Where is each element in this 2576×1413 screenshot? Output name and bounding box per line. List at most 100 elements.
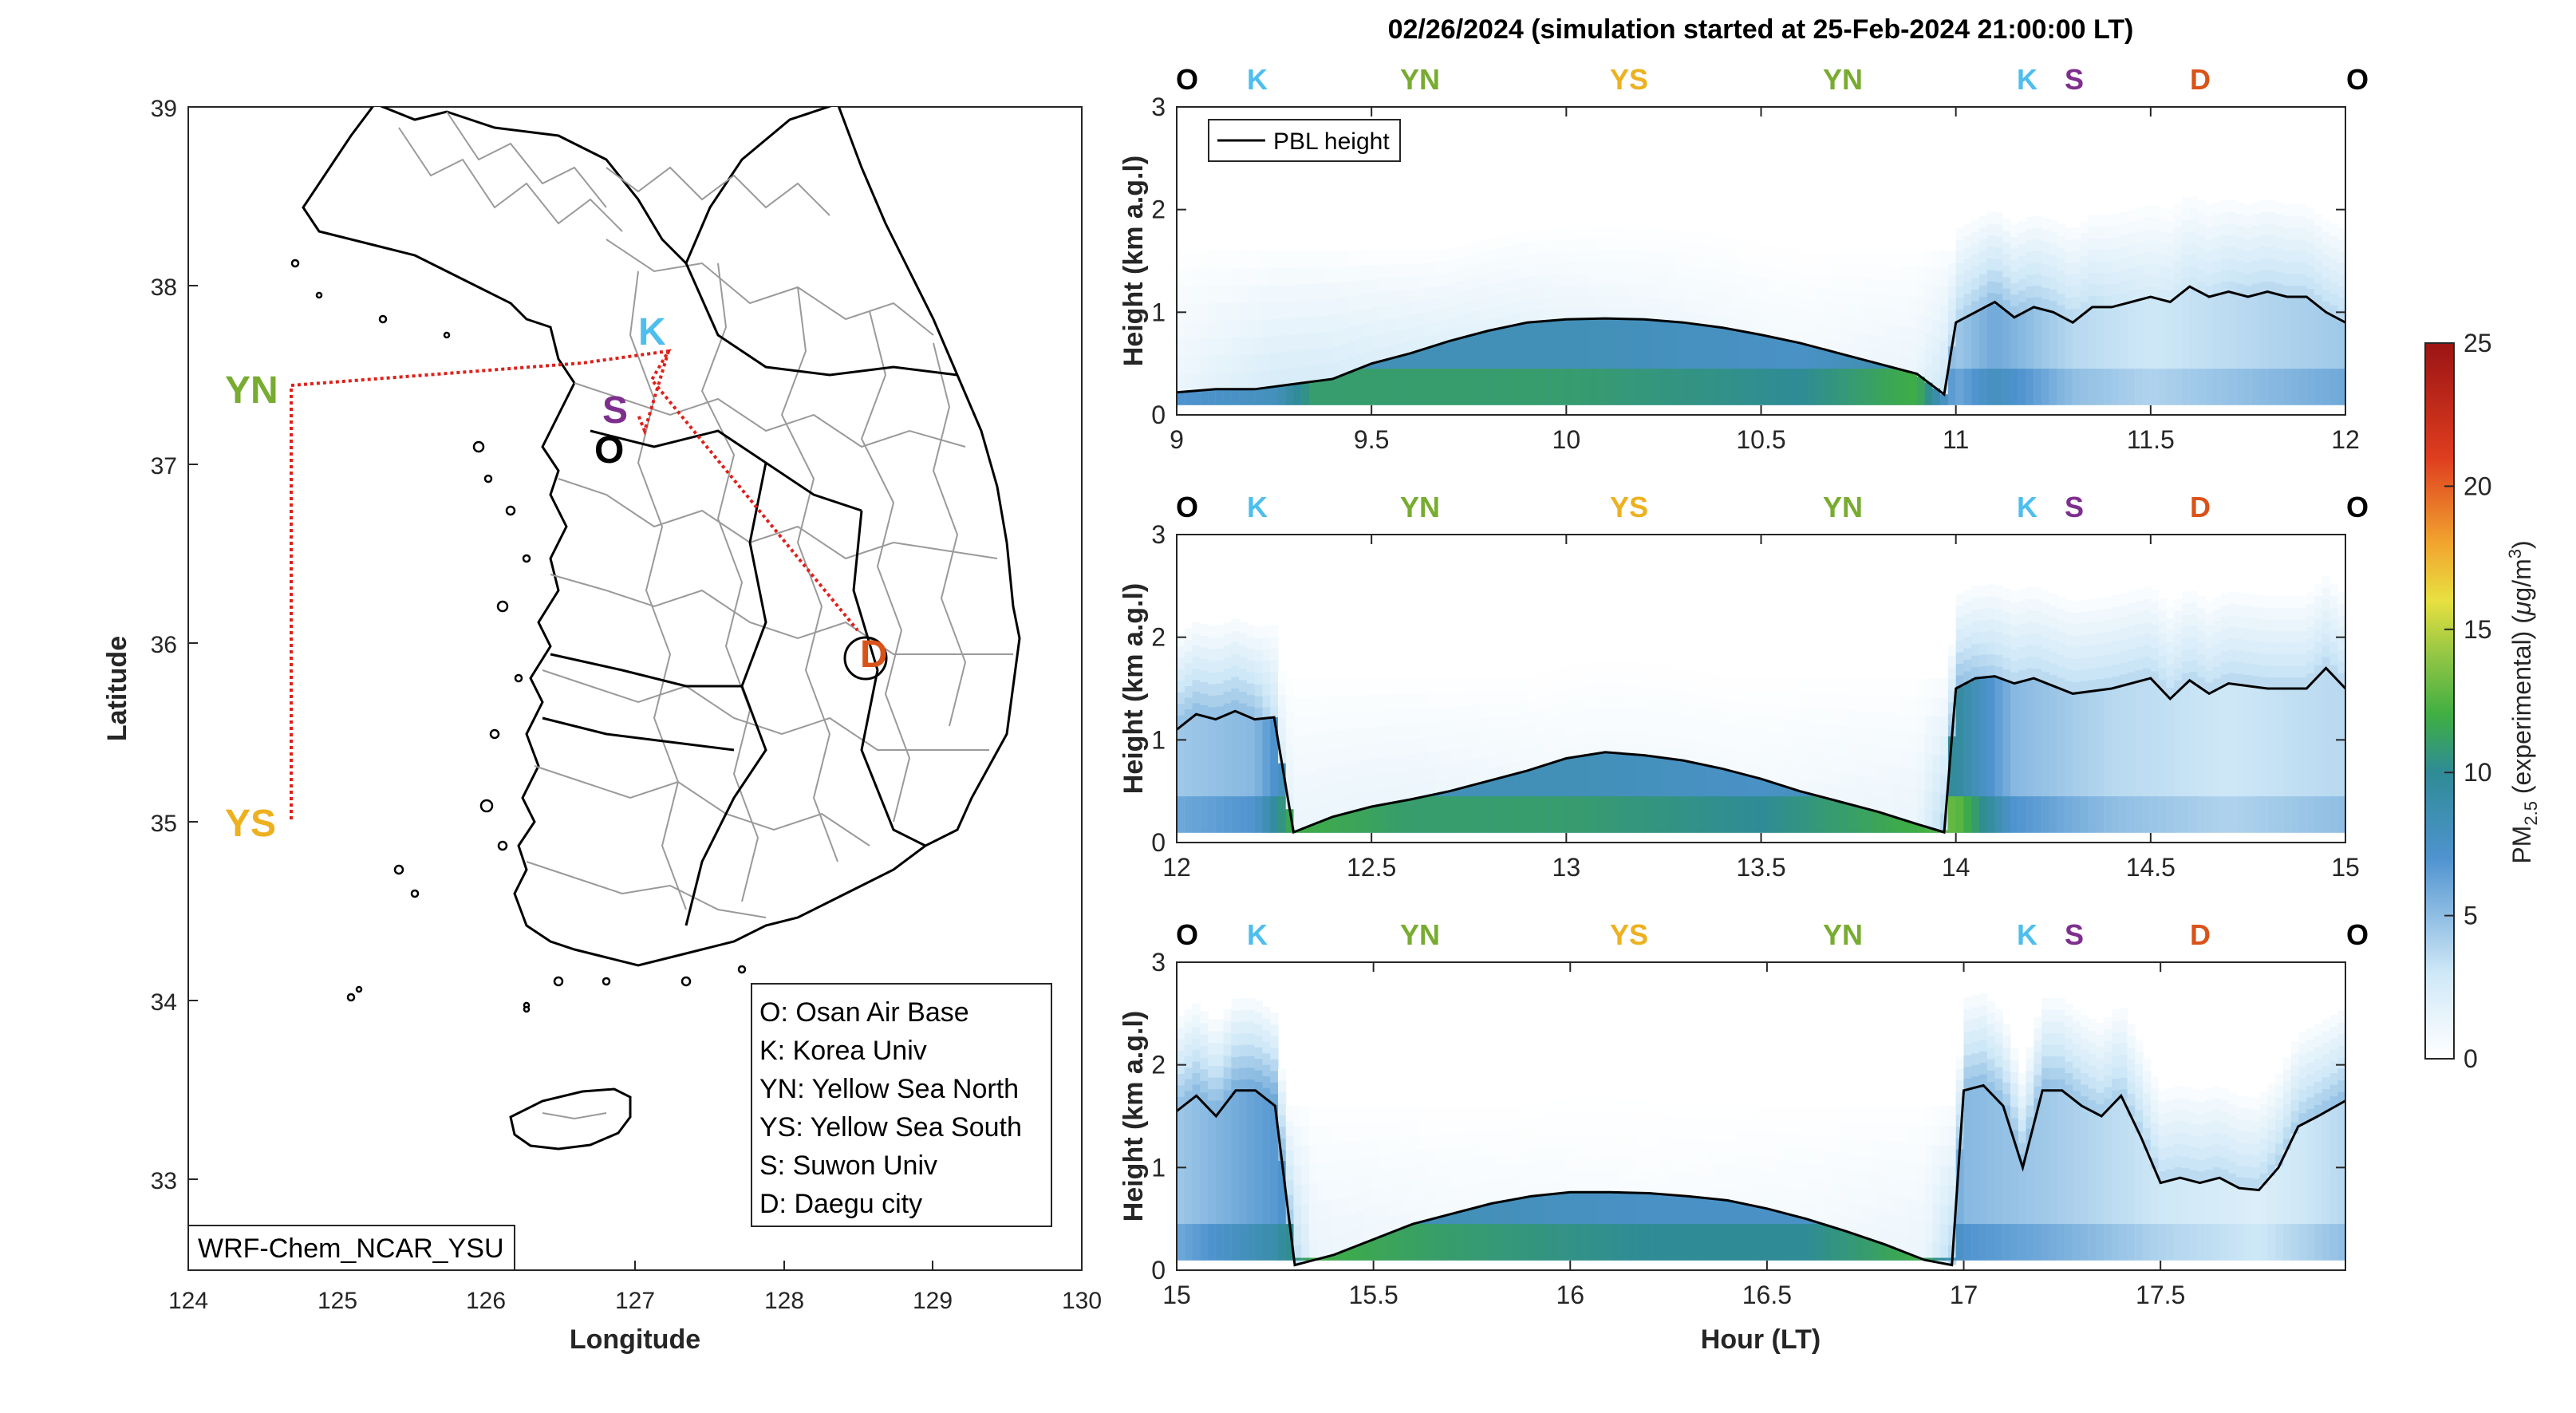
pm-cell bbox=[1254, 626, 1264, 639]
pm-cell bbox=[2236, 282, 2245, 296]
pm-cell bbox=[1839, 693, 1848, 710]
pm-cell bbox=[1940, 340, 1949, 359]
pm-cell bbox=[2135, 1064, 2144, 1076]
pm-cell bbox=[1254, 1046, 1264, 1060]
pm-cell bbox=[2314, 294, 2323, 307]
pm-cell bbox=[1597, 683, 1606, 696]
pm-cell bbox=[1347, 280, 1357, 297]
pm-cell bbox=[2314, 369, 2323, 405]
pm-cell bbox=[2143, 667, 2152, 681]
pm-cell bbox=[1924, 266, 1933, 285]
pm-cell bbox=[2189, 1135, 2199, 1147]
pm-cell bbox=[1231, 688, 1240, 701]
pm-cell bbox=[2298, 1112, 2307, 1125]
pm-cell bbox=[2127, 1093, 2136, 1106]
pm-cell bbox=[1550, 274, 1560, 286]
panel-axes-box bbox=[1176, 961, 2346, 1271]
pm-cell bbox=[2322, 1111, 2331, 1261]
pm-cell bbox=[1496, 752, 1505, 766]
pm-cell bbox=[1215, 1076, 1225, 1089]
pm-cell bbox=[1651, 1112, 1661, 1125]
pm-cell bbox=[2298, 630, 2307, 643]
pm-cell bbox=[2322, 231, 2331, 244]
pm-cell bbox=[1566, 757, 1575, 833]
pm-cell bbox=[1978, 285, 1988, 298]
pm-cell bbox=[1916, 1220, 1926, 1241]
pm-cell bbox=[2174, 249, 2183, 262]
y-axis-label: Height (km a.g.l) bbox=[1118, 156, 1149, 366]
pm-cell bbox=[1527, 757, 1536, 770]
pm-cell bbox=[2181, 1087, 2191, 1099]
pm-cell bbox=[1620, 696, 1630, 708]
pm-cell bbox=[2228, 292, 2237, 405]
pm-cell bbox=[1480, 1224, 1489, 1261]
pm-cell bbox=[1324, 363, 1333, 381]
pm-cell bbox=[1947, 1225, 1957, 1245]
pm-cell bbox=[2002, 622, 2011, 635]
pm-cell bbox=[1769, 1106, 1777, 1120]
pm-cell bbox=[1924, 251, 1933, 268]
pm-cell bbox=[1808, 707, 1817, 723]
pm-cell bbox=[1862, 694, 1871, 712]
pm-cell bbox=[1730, 760, 1738, 772]
pm-cell bbox=[1940, 358, 1949, 377]
pm-cell bbox=[1527, 1150, 1536, 1162]
pm-cell bbox=[2088, 272, 2097, 285]
pm-cell bbox=[1379, 1186, 1388, 1204]
pm-cell bbox=[2166, 369, 2175, 405]
pm-cell bbox=[1473, 322, 1481, 334]
pm-cell bbox=[1839, 251, 1848, 264]
pm-cell bbox=[1800, 778, 1809, 793]
pm-cell bbox=[2251, 214, 2261, 227]
pm-cell bbox=[1854, 251, 1864, 265]
colorbar-tick-label: 5 bbox=[2464, 902, 2478, 930]
map-xtick: 127 bbox=[615, 1288, 655, 1314]
pm-cell bbox=[1566, 238, 1575, 251]
pm-cell bbox=[1698, 1151, 1707, 1164]
pm-cell bbox=[1808, 796, 1817, 833]
pm-cell bbox=[1761, 741, 1769, 756]
pm-cell bbox=[1628, 1111, 1637, 1124]
pm-cell bbox=[2080, 611, 2089, 624]
pm-cell bbox=[1184, 708, 1193, 721]
pm-cell bbox=[1986, 665, 1996, 677]
pm-cell bbox=[1340, 746, 1349, 764]
pm-cell bbox=[1402, 302, 1411, 316]
pm-cell bbox=[1963, 624, 1972, 637]
pm-cell bbox=[1745, 796, 1754, 833]
pm-cell bbox=[2189, 683, 2199, 833]
pm-cell bbox=[2127, 302, 2136, 405]
pm-cell bbox=[2220, 1087, 2230, 1100]
pm-cell bbox=[1730, 283, 1738, 296]
pm-cell bbox=[2065, 669, 2073, 681]
pm-cell bbox=[1932, 267, 1941, 286]
pm-cell bbox=[2174, 657, 2183, 669]
pm-cell bbox=[2041, 659, 2050, 673]
pm-cell bbox=[1496, 678, 1505, 692]
pm-cell bbox=[1277, 352, 1287, 369]
pm-cell bbox=[2127, 626, 2136, 638]
pm-cell bbox=[1620, 272, 1630, 285]
pm-cell bbox=[1442, 1147, 1450, 1162]
pm-cell bbox=[2065, 611, 2073, 624]
pm-cell bbox=[1535, 1172, 1544, 1185]
pm-cell bbox=[1745, 1167, 1754, 1181]
pm-cell bbox=[1698, 278, 1707, 291]
pm-cell bbox=[1177, 357, 1185, 375]
pm-cell bbox=[1449, 1200, 1458, 1214]
pm-cell bbox=[1293, 1244, 1302, 1265]
pm-cell bbox=[1550, 669, 1560, 682]
pm-cell bbox=[1870, 728, 1879, 745]
pm-cell bbox=[1480, 262, 1489, 275]
pm-cell bbox=[2010, 236, 2019, 249]
pm-cell bbox=[1667, 310, 1676, 322]
pm-cell bbox=[1410, 339, 1419, 353]
pm-cell bbox=[1457, 1145, 1466, 1159]
pm-cell bbox=[2306, 299, 2315, 405]
pm-cell bbox=[1792, 1106, 1801, 1121]
pm-cell bbox=[2057, 631, 2065, 644]
pm-cell bbox=[2244, 593, 2253, 606]
pm-cell bbox=[2189, 1224, 2199, 1261]
pm-cell bbox=[1246, 389, 1256, 405]
